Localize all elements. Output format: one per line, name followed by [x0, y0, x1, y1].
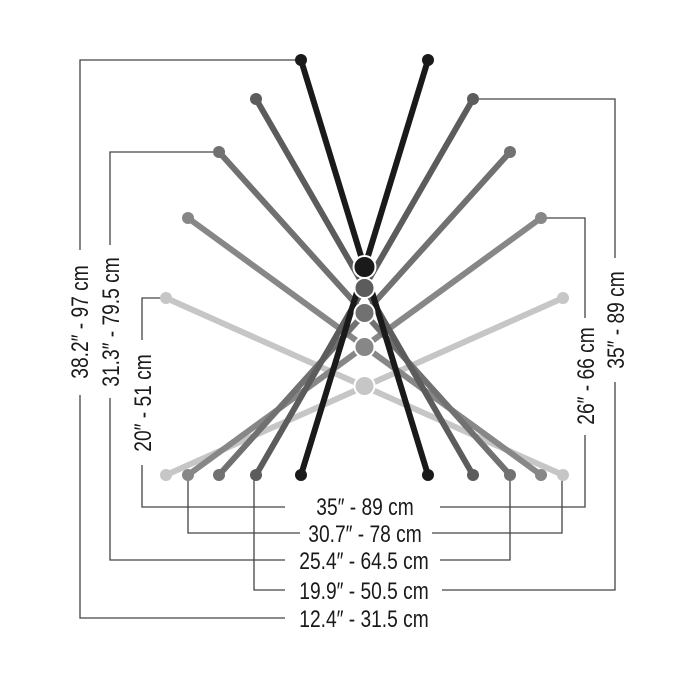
leg-end-cap: [182, 212, 194, 224]
height-label-20: 20″ - 51 cm: [129, 354, 157, 451]
leg-end-cap: [213, 469, 225, 481]
leg-end-cap: [504, 146, 516, 158]
dim-line-30-7-right: [432, 475, 563, 534]
height-label-26: 26″ - 66 cm: [572, 327, 600, 424]
leg-end-cap: [295, 54, 307, 66]
dim-line-31-3: [109, 151, 219, 245]
height-label-35: 35″ - 89 cm: [602, 271, 630, 368]
width-label-12-4: 12.4″ - 31.5 cm: [299, 605, 428, 633]
width-label-25-4: 25.4″ - 64.5 cm: [299, 547, 428, 575]
dim-line-20-lower: [141, 465, 285, 508]
stand-hub-joint: [353, 277, 376, 299]
dim-line-35-right: [472, 98, 616, 258]
leg-end-cap: [160, 469, 172, 481]
width-label-30-7: 30.7″ - 78 cm: [308, 520, 421, 548]
dim-line-38-2-lower: [79, 395, 285, 619]
dim-line-31-3-lower: [109, 398, 285, 561]
leg-end-cap: [422, 469, 434, 481]
leg-end-cap: [557, 469, 569, 481]
leg-end-cap: [467, 93, 479, 105]
dimension-lines: [79, 59, 616, 619]
dim-line-38-2: [79, 59, 301, 250]
width-label-19-9: 19.9″ - 50.5 cm: [299, 577, 428, 605]
dim-line-19-9-left: [253, 475, 285, 591]
leg-end-cap: [467, 469, 479, 481]
stand-hub-joint: [352, 255, 377, 279]
dim-line-26: [540, 217, 586, 318]
height-label-31-3: 31.3″ - 79.5 cm: [97, 257, 125, 386]
leg-end-cap: [182, 469, 194, 481]
stand-hub-joint: [353, 375, 376, 397]
width-label-35: 35″ - 89 cm: [316, 493, 413, 521]
leg-end-cap: [160, 292, 172, 304]
stand-hub-joint: [353, 336, 376, 358]
dim-line-35-right-lower: [442, 382, 616, 591]
leg-end-cap: [250, 469, 262, 481]
leg-end-cap: [213, 146, 225, 158]
dim-line-30-7-left: [187, 475, 300, 534]
stands: [160, 54, 569, 481]
leg-end-cap: [535, 469, 547, 481]
stand-hub-joint: [353, 302, 376, 324]
leg-end-cap: [295, 469, 307, 481]
leg-end-cap: [422, 54, 434, 66]
leg-end-cap: [557, 292, 569, 304]
leg-end-cap: [250, 93, 262, 105]
leg-end-cap: [504, 469, 516, 481]
leg-end-cap: [535, 212, 547, 224]
dim-line-25-4-right: [440, 475, 511, 561]
dim-line-26-lower: [440, 435, 586, 508]
height-label-38-2: 38.2″ - 97 cm: [66, 265, 94, 378]
dim-line-20: [141, 297, 166, 340]
